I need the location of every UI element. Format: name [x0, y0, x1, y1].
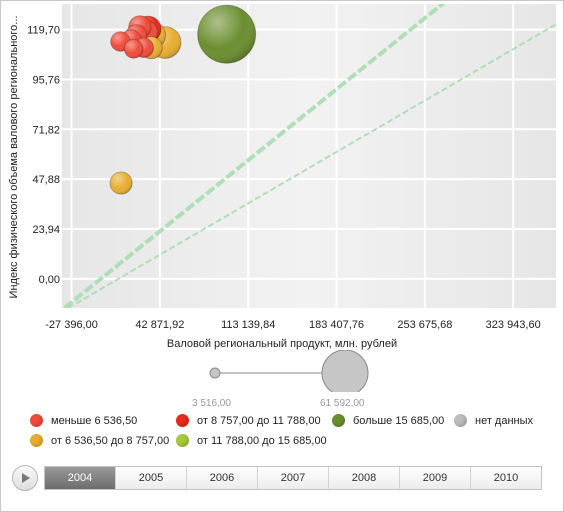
x-tick-label: 183 407,76 [309, 319, 364, 331]
legend-item-mid-high[interactable]: от 8 757,00 до 11 788,00 [176, 414, 321, 427]
y-tick-label: 71,82 [32, 124, 60, 136]
bubble-shine [124, 39, 144, 59]
x-axis-ticks: -27 396,00 42 871,92 113 139,84 183 407,76 2… [45, 319, 540, 331]
y-tick-label: 23,94 [32, 224, 60, 236]
legend-swatch-high [176, 434, 189, 447]
trend-line [67, 23, 556, 308]
x-tick-label: 42 871,92 [135, 319, 184, 331]
y-tick-label: 119,70 [27, 25, 60, 37]
year-tab-2008[interactable]: 2008 [328, 467, 399, 489]
year-tab-2010[interactable]: 2010 [470, 467, 541, 489]
legend-label-no-data: нет данных [475, 414, 534, 427]
legend-label-mid-high: от 8 757,00 до 11 788,00 [197, 414, 321, 427]
size-legend-max-bubble [321, 350, 369, 392]
size-legend: 3 516,00 61 592,00 [180, 350, 400, 412]
legend-label-high: от 11 788,00 до 15 685,00 [197, 434, 327, 447]
bubble-series [109, 4, 257, 195]
year-tab-2005[interactable]: 2005 [115, 467, 186, 489]
timeline: 2004 2005 2006 2007 2008 2009 2010 [12, 465, 542, 491]
bubble[interactable] [197, 4, 257, 64]
y-axis-ticks: 0,00 23,94 47,88 71,82 95,76 119,70 [27, 25, 60, 286]
legend-label-highest: больше 15 685,00 [353, 414, 445, 427]
year-selector: 2004 2005 2006 2007 2008 2009 2010 [44, 466, 542, 490]
legend-label-mid-low: от 6 536,50 до 8 757,00 [51, 434, 170, 447]
y-axis-title: Индекс физического объема валового регио… [8, 16, 20, 299]
size-legend-max-label: 61 592,00 [320, 398, 365, 409]
size-legend-min-bubble [209, 367, 221, 379]
trend-lines [63, 4, 556, 308]
bubble-shine [109, 171, 133, 195]
play-button[interactable] [12, 465, 38, 491]
y-tick-label: 95,76 [32, 74, 60, 86]
color-legend: меньше 6 536,50 от 8 757,00 до 11 788,00… [24, 410, 564, 454]
bubble-shine [197, 5, 256, 64]
bubble[interactable] [109, 171, 133, 195]
x-tick-label: 323 943,60 [486, 319, 541, 331]
legend-item-low[interactable]: меньше 6 536,50 [30, 414, 137, 427]
legend-label-low: меньше 6 536,50 [51, 414, 138, 427]
size-legend-min-label: 3 516,00 [192, 398, 231, 409]
legend-item-no-data[interactable]: нет данных [454, 414, 533, 427]
legend-swatch-mid-low [30, 434, 43, 447]
bubble[interactable] [123, 38, 144, 59]
bubble-chart: -27 396,00 42 871,92 113 139,84 183 407,76 2… [8, 4, 556, 350]
trend-line [63, 4, 446, 308]
legend-item-mid-low[interactable]: от 6 536,50 до 8 757,00 [30, 434, 169, 447]
x-axis-title: Валовой региональный продукт, млн. рубле… [167, 338, 397, 350]
year-tab-2007[interactable]: 2007 [257, 467, 328, 489]
x-tick-label: 253 675,68 [397, 319, 452, 331]
x-tick-label: -27 396,00 [45, 319, 98, 331]
legend-swatch-low [30, 414, 43, 427]
year-tab-2004[interactable]: 2004 [45, 467, 115, 489]
year-tab-2006[interactable]: 2006 [186, 467, 257, 489]
legend-swatch-mid-high [176, 414, 189, 427]
x-tick-label: 113 139,84 [221, 319, 275, 331]
legend-item-high[interactable]: от 11 788,00 до 15 685,00 [176, 434, 327, 447]
legend-swatch-no-data [454, 414, 467, 427]
legend-swatch-highest [332, 414, 345, 427]
y-tick-label: 47,88 [32, 174, 60, 186]
year-tab-2009[interactable]: 2009 [399, 467, 470, 489]
y-tick-label: 0,00 [39, 274, 60, 286]
legend-item-highest[interactable]: больше 15 685,00 [332, 414, 444, 427]
